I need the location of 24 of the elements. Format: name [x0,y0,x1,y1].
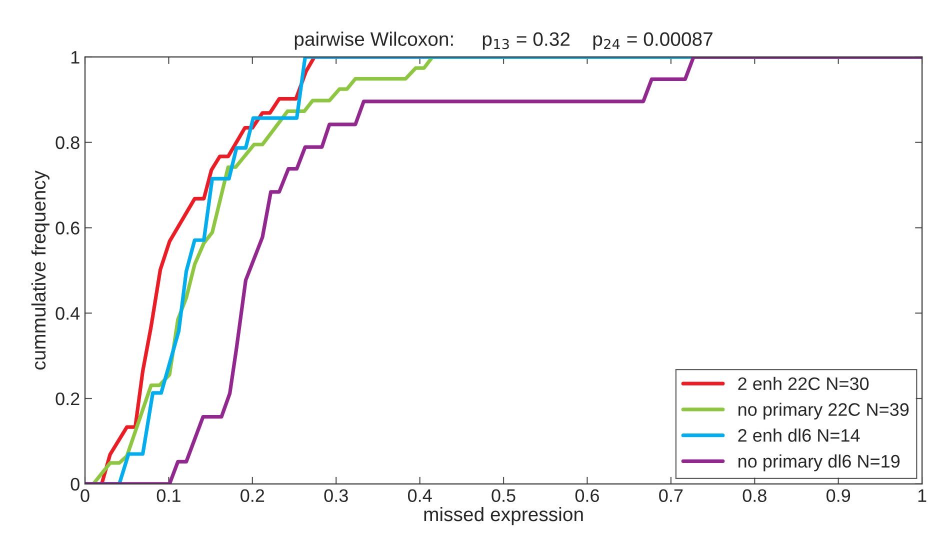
y-tick-label: 0.6 [56,222,80,234]
x-tick-label: 0.6 [575,489,599,502]
x-tick-label: 1 [918,489,926,502]
x-tick-label: 0.2 [240,489,264,502]
x-tick-label: 0.9 [826,489,850,502]
legend-label: no primary dl6 N=19 [738,454,900,472]
x-tick-label: 0 [80,489,90,502]
y-tick-label: 0 [70,478,80,491]
y-tick-label: 0.2 [56,392,80,406]
x-axis-title: missed expression [424,506,583,526]
x-tick-label: 0.7 [659,489,683,502]
y-tick-label: 0.8 [56,136,80,150]
chart-title: pairwise Wilcoxon: p$_{13}$ = 0.32 p$_{24}$ = 0.00087 [294,32,712,50]
x-tick-label: 0.8 [742,489,766,502]
y-axis-title: cummulative frequency [31,170,50,370]
legend-label: 2 enh dl6 N=14 [738,428,860,442]
legend-label: 2 enh 22C N=30 [738,376,869,390]
x-tick-label: 0.1 [156,489,180,502]
x-tick-label: 0.5 [492,489,516,502]
x-tick-label: 0.3 [324,489,348,502]
legend-label: no primary 22C N=39 [738,402,909,420]
y-tick-label: 1 [71,51,80,64]
x-tick-label: 0.4 [408,489,432,502]
y-tick-label: 0.4 [56,307,80,320]
